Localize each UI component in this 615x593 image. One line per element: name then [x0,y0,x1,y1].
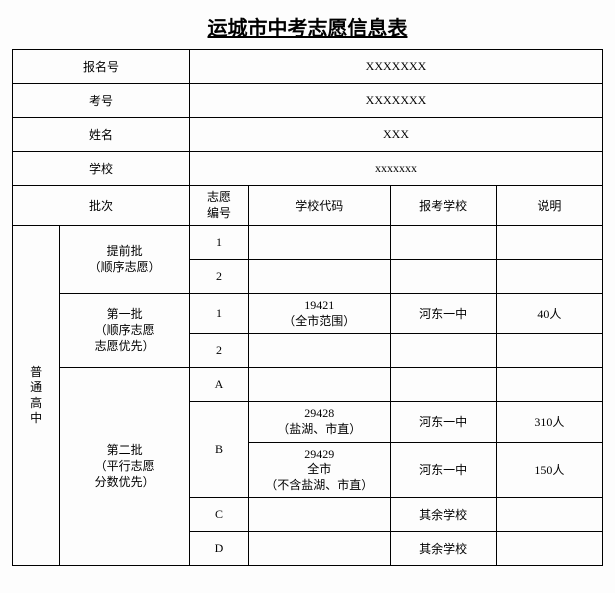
remark: 40人 [496,294,602,334]
school-code [248,498,390,532]
info-row: 报名号 XXXXXXX [13,50,603,84]
apply-school [390,334,496,368]
apply-school: 河东一中 [390,294,496,334]
table-row: 普通高中 提前批（顺序志愿） 1 [13,226,603,260]
pref-no: 1 [189,294,248,334]
table-row: 第一批（顺序志愿志愿优先） 1 19421（全市范围） 河东一中 40人 [13,294,603,334]
info-value: XXXXXXX [190,84,603,118]
remark: 150人 [496,442,602,498]
school-code [248,260,390,294]
info-table: 报名号 XXXXXXX 考号 XXXXXXX 姓名 XXX 学校 xxxxxxx [12,49,603,186]
remark: 310人 [496,402,602,442]
pref-no: B [189,402,248,498]
school-code [248,334,390,368]
header-apply-school: 报考学校 [390,186,496,226]
pref-no: 2 [189,260,248,294]
school-code: 29428（盐湖、市直） [248,402,390,442]
school-code: 29429全市（不含盐湖、市直） [248,442,390,498]
batch-second: 第二批（平行志愿分数优先） [60,368,190,566]
batch-early: 提前批（顺序志愿） [60,226,190,294]
remark [496,498,602,532]
apply-school: 其余学校 [390,498,496,532]
pref-no: A [189,368,248,402]
apply-school: 河东一中 [390,442,496,498]
remark [496,368,602,402]
info-value: XXX [190,118,603,152]
header-remark: 说明 [496,186,602,226]
main-table: 批次 志愿编号 学校代码 报考学校 说明 普通高中 提前批（顺序志愿） 1 2 … [12,185,603,566]
remark [496,226,602,260]
school-code: 19421（全市范围） [248,294,390,334]
apply-school: 河东一中 [390,402,496,442]
apply-school [390,368,496,402]
apply-school [390,260,496,294]
header-row: 批次 志愿编号 学校代码 报考学校 说明 [13,186,603,226]
batch-first: 第一批（顺序志愿志愿优先） [60,294,190,368]
remark [496,532,602,566]
school-code [248,368,390,402]
apply-school: 其余学校 [390,532,496,566]
info-label: 考号 [13,84,190,118]
header-pref-no: 志愿编号 [189,186,248,226]
page-title: 运城市中考志愿信息表 [12,12,603,41]
school-code [248,532,390,566]
pref-no: C [189,498,248,532]
info-row: 学校 xxxxxxx [13,152,603,186]
info-label: 姓名 [13,118,190,152]
pref-no: 1 [189,226,248,260]
remark [496,334,602,368]
school-code [248,226,390,260]
info-row: 姓名 XXX [13,118,603,152]
info-row: 考号 XXXXXXX [13,84,603,118]
header-batch: 批次 [13,186,190,226]
info-label: 学校 [13,152,190,186]
info-label: 报名号 [13,50,190,84]
info-value: xxxxxxx [190,152,603,186]
apply-school [390,226,496,260]
remark [496,260,602,294]
header-school-code: 学校代码 [248,186,390,226]
pref-no: 2 [189,334,248,368]
table-row: 第二批（平行志愿分数优先） A [13,368,603,402]
pref-no: D [189,532,248,566]
info-value: XXXXXXX [190,50,603,84]
side-label: 普通高中 [13,226,60,566]
